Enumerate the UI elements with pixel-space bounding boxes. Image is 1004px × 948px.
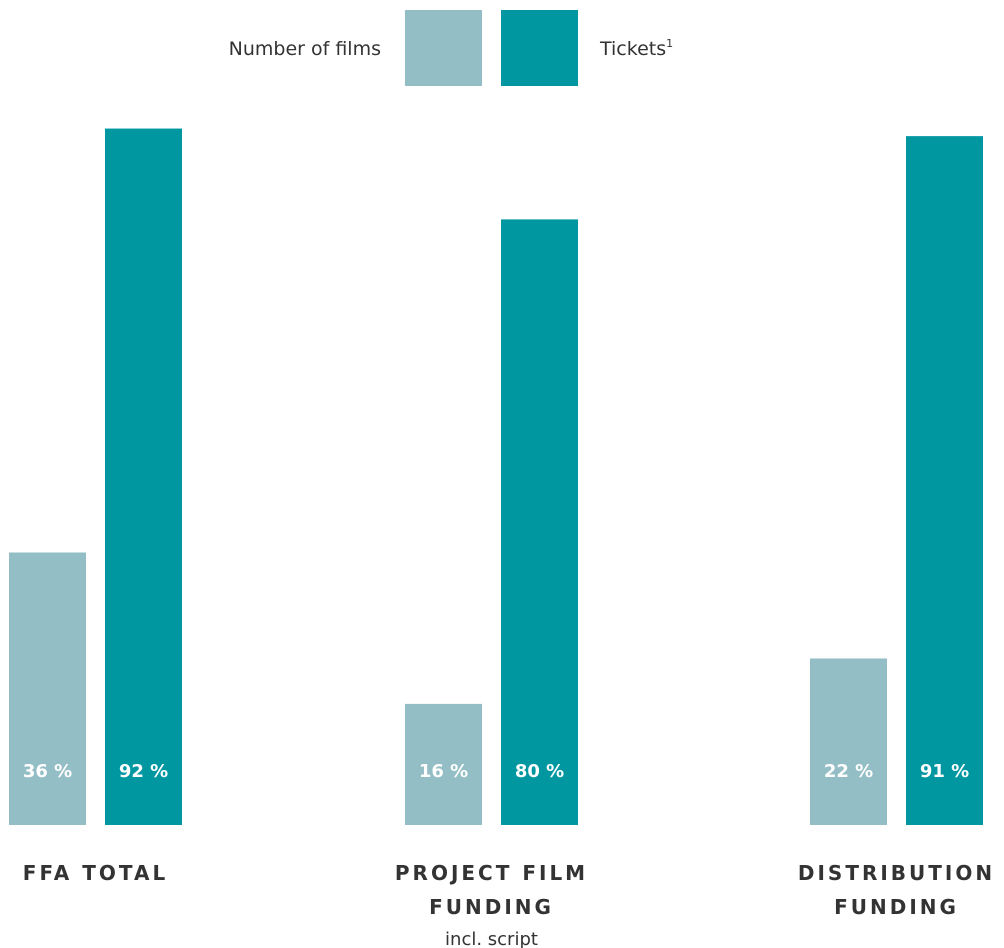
category-labels: FFA TOTAL PROJECT FILM FUNDING incl. script…	[23, 861, 995, 948]
category-label-2-line-0: DISTRIBUTION	[798, 861, 995, 885]
bars: 36 % 92 % 16 % 80 % 22 % 91 %	[9, 128, 983, 825]
legend-label-number-of-films: Number of films	[229, 38, 381, 60]
category-label-2-line-1: FUNDING	[834, 895, 959, 919]
legend: Number of films Tickets1	[229, 10, 673, 86]
data-label-tickets-2: 91 %	[920, 761, 969, 782]
data-label-number-of-films-2: 22 %	[824, 761, 873, 782]
category-label-1-line-0: PROJECT FILM	[395, 861, 588, 885]
bar-tickets-1	[501, 219, 578, 825]
legend-swatch-tickets	[501, 10, 578, 86]
category-label-0-line-0: FFA TOTAL	[23, 861, 168, 885]
category-sublabel-1: incl. script	[445, 929, 538, 948]
data-label-tickets-0: 92 %	[119, 761, 168, 782]
bar-tickets-0	[105, 128, 182, 825]
data-label-number-of-films-0: 36 %	[23, 761, 72, 782]
legend-label-tickets: Tickets1	[599, 37, 673, 60]
legend-swatch-number-of-films	[405, 10, 482, 86]
category-label-1-line-1: FUNDING	[429, 895, 554, 919]
bar-number-of-films-2	[810, 658, 887, 825]
data-label-tickets-1: 80 %	[515, 761, 564, 782]
legend-label-tickets-text: Tickets	[599, 38, 666, 60]
bar-tickets-2	[906, 136, 983, 825]
bar-number-of-films-1	[405, 703, 482, 825]
legend-label-tickets-superscript: 1	[666, 37, 673, 50]
bar-number-of-films-0	[9, 552, 86, 825]
data-label-number-of-films-1: 16 %	[419, 761, 468, 782]
